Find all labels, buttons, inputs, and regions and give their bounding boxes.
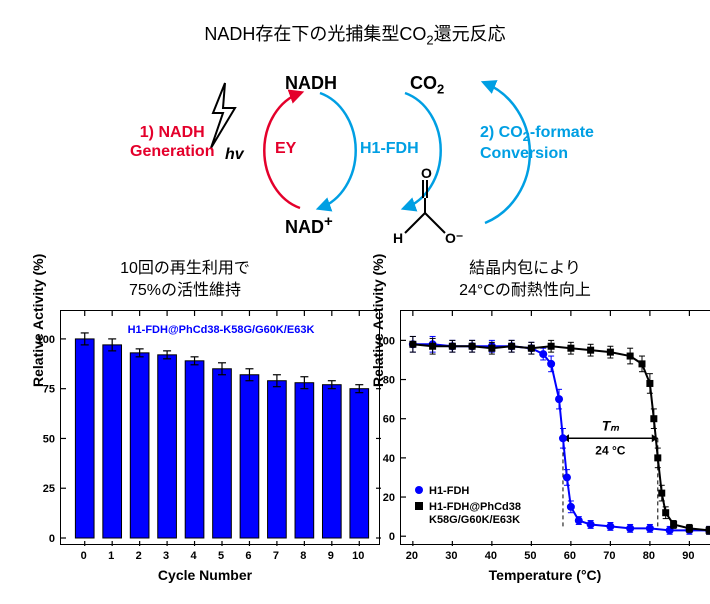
hv-label: hv: [225, 146, 244, 164]
line-caption-l2: 24°Cの耐熱性向上: [360, 280, 690, 302]
line-svg: 020406080100Tₘ24 °CH1-FDHH1-FDH@PhCd38K5…: [401, 311, 710, 546]
svg-text:H1-FDH@PhCd38-K58G/G60K/E63K: H1-FDH@PhCd38-K58G/G60K/E63K: [128, 324, 315, 336]
svg-text:8: 8: [300, 550, 306, 562]
svg-text:25: 25: [43, 484, 55, 496]
line-ylabel: Relative Activity (%): [370, 254, 386, 387]
svg-text:0: 0: [49, 533, 55, 545]
svg-text:100: 100: [377, 336, 395, 348]
formate-structure: O H O⁻: [393, 165, 463, 246]
svg-text:50: 50: [524, 550, 536, 562]
svg-text:75: 75: [43, 384, 55, 396]
left-step-l1: 1) NADH: [130, 123, 214, 142]
svg-text:40: 40: [383, 453, 395, 465]
svg-text:60: 60: [383, 414, 395, 426]
lightning-icon: [211, 83, 235, 148]
bar-caption-l2: 75%の活性維持: [20, 280, 350, 302]
svg-text:10: 10: [352, 550, 364, 562]
co2-label: CO2: [410, 73, 444, 97]
svg-text:80: 80: [383, 375, 395, 387]
nadplus-sup: +: [324, 213, 333, 230]
bar-ylabel: Relative Activity (%): [30, 254, 46, 387]
bar-caption-l1: 10回の再生利用で: [20, 258, 350, 280]
svg-text:20: 20: [406, 550, 418, 562]
co2-pre: CO: [410, 73, 437, 93]
title-sub: 2: [426, 33, 433, 48]
co2-sub: 2: [437, 81, 444, 96]
svg-text:24 °C: 24 °C: [595, 444, 625, 458]
svg-text:60: 60: [564, 550, 576, 562]
svg-text:Tₘ: Tₘ: [602, 418, 621, 434]
line-xticks: 20 30 40 50 60 70 80 90: [400, 545, 710, 565]
right-step-l1: 2) CO2-formate: [480, 123, 594, 145]
line-caption-l1: 結晶内包により: [360, 258, 690, 280]
svg-text:H1-FDH@PhCd38: H1-FDH@PhCd38: [429, 501, 521, 513]
svg-text:3: 3: [163, 550, 169, 562]
svg-text:5: 5: [218, 550, 224, 562]
line-chart-block: 結晶内包により 24°Cの耐熱性向上 Relative Activity (%)…: [360, 258, 690, 584]
title-post: 還元反応: [434, 24, 506, 44]
nadplus-pre: NAD: [285, 217, 324, 237]
svg-text:9: 9: [328, 550, 334, 562]
line-xlabel: Temperature (°C): [400, 567, 690, 583]
h1fdh-label: H1-FDH: [360, 140, 419, 158]
svg-text:0: 0: [81, 550, 87, 562]
svg-text:90: 90: [682, 550, 694, 562]
right-step-l2: Conversion: [480, 144, 594, 163]
line-caption: 結晶内包により 24°Cの耐熱性向上: [360, 258, 690, 303]
svg-text:O: O: [421, 165, 432, 181]
svg-text:4: 4: [190, 550, 197, 562]
svg-text:80: 80: [643, 550, 655, 562]
svg-text:30: 30: [445, 550, 457, 562]
page-title: NADH存在下の光捕集型CO2還元反応: [0, 0, 710, 48]
title-pre: NADH存在下の光捕集型CO: [204, 24, 426, 44]
svg-text:20: 20: [383, 492, 395, 504]
bar-xlabel: Cycle Number: [60, 567, 350, 583]
svg-text:O⁻: O⁻: [445, 230, 463, 246]
bar-chart-block: 10回の再生利用で 75%の活性維持 Relative Activity (%)…: [20, 258, 350, 584]
svg-text:2: 2: [136, 550, 142, 562]
nadplus-label: NAD+: [285, 213, 333, 238]
ey-label: EY: [275, 140, 296, 158]
bar-chart-area: 0255075100H1-FDH@PhCd38-K58G/G60K/E63K: [60, 310, 380, 545]
svg-text:1: 1: [108, 550, 114, 562]
svg-text:H: H: [393, 230, 403, 246]
left-step-l2: Generation: [130, 142, 214, 161]
nadh-label: NADH: [285, 73, 337, 94]
charts-row: 10回の再生利用で 75%の活性維持 Relative Activity (%)…: [0, 258, 710, 584]
svg-text:40: 40: [485, 550, 497, 562]
svg-text:100: 100: [37, 334, 55, 346]
svg-text:7: 7: [273, 550, 279, 562]
svg-text:50: 50: [43, 434, 55, 446]
svg-text:6: 6: [245, 550, 251, 562]
right-step-label: 2) CO2-formate Conversion: [480, 123, 594, 164]
svg-text:70: 70: [603, 550, 615, 562]
bar-svg: 0255075100H1-FDH@PhCd38-K58G/G60K/E63K: [61, 311, 381, 546]
reaction-scheme: O H O⁻ NADH NAD+ CO2 1) NADH Generation …: [105, 58, 605, 258]
svg-text:K58G/G60K/E63K: K58G/G60K/E63K: [429, 514, 520, 526]
svg-text:H1-FDH: H1-FDH: [429, 485, 469, 497]
left-step-label: 1) NADH Generation: [130, 123, 214, 161]
bar-xticks: 0 1 2 3 4 5 6 7 8 9 10: [60, 545, 380, 565]
svg-text:0: 0: [389, 532, 395, 544]
line-chart-area: 020406080100Tₘ24 °CH1-FDHH1-FDH@PhCd38K5…: [400, 310, 710, 545]
bar-caption: 10回の再生利用で 75%の活性維持: [20, 258, 350, 303]
